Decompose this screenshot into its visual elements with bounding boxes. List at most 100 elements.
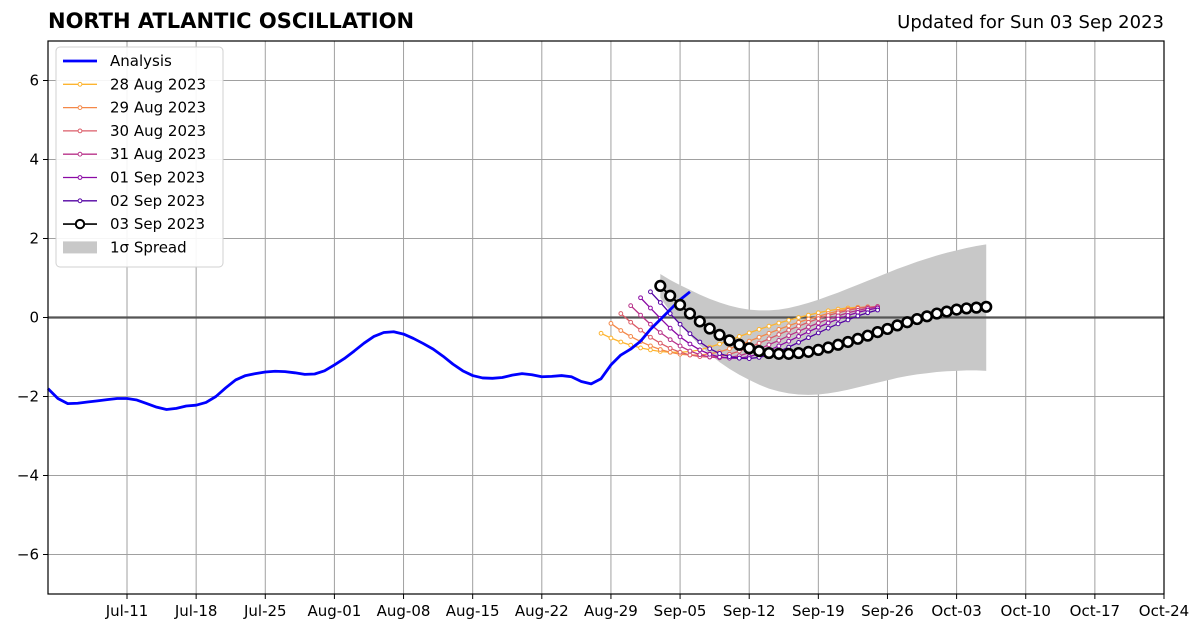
forecast-point — [648, 321, 653, 327]
forecast-point — [835, 316, 841, 322]
latest-point — [831, 338, 845, 351]
forecast-point — [667, 337, 673, 343]
latest-point — [683, 307, 697, 320]
forecast-point — [657, 330, 663, 335]
forecast-point — [766, 336, 772, 342]
forecast-point — [687, 348, 693, 354]
x-tick-label: Sep-19 — [792, 602, 845, 620]
forecast-point — [825, 316, 831, 322]
forecast-point — [786, 338, 792, 344]
forecast-point — [806, 335, 811, 341]
forecast-point — [677, 343, 683, 349]
forecast-point — [776, 326, 782, 332]
forecast-point — [628, 342, 634, 348]
forecast-point — [667, 325, 673, 331]
legend-entry: 30 Aug 2023 — [63, 122, 206, 140]
legend-marker — [77, 175, 83, 180]
forecast-point — [687, 352, 693, 358]
forecast-point — [796, 323, 801, 329]
legend-label: 02 Sep 2023 — [110, 192, 205, 210]
forecast-point — [815, 324, 821, 330]
forecast-point — [657, 300, 663, 305]
forecast-point — [667, 311, 673, 316]
forecast-point — [697, 339, 703, 345]
latest-point — [693, 315, 706, 328]
forecast-point — [815, 320, 821, 326]
forecast-point — [618, 339, 624, 345]
forecast-point — [648, 343, 653, 349]
latest-point — [733, 338, 746, 351]
forecast-point — [648, 334, 653, 340]
forecast-point — [825, 320, 831, 326]
legend-label: 28 Aug 2023 — [110, 75, 206, 93]
forecast-point — [875, 307, 880, 313]
legend-marker — [77, 81, 83, 87]
forecast-point — [628, 303, 634, 309]
latest-point — [851, 332, 864, 345]
legend-label: 29 Aug 2023 — [110, 99, 206, 117]
forecast-point — [697, 352, 703, 358]
forecast-point — [707, 351, 713, 357]
forecast-point — [796, 319, 801, 325]
forecast-point — [657, 347, 663, 352]
legend-swatch — [63, 241, 97, 254]
forecast-point — [776, 338, 782, 343]
forecast-point — [648, 289, 653, 295]
forecast-point — [687, 331, 693, 337]
latest-point — [920, 310, 934, 323]
x-tick-label: Aug-22 — [515, 602, 569, 620]
forecast-point — [825, 325, 831, 331]
x-tick-label: Aug-15 — [446, 602, 500, 620]
legend-label: 31 Aug 2023 — [110, 145, 206, 163]
x-tick-label: Oct-10 — [1001, 602, 1051, 620]
forecast-point — [657, 340, 663, 346]
forecast-point — [796, 328, 801, 334]
forecast-point — [845, 317, 851, 323]
y-tick-label: 2 — [29, 230, 39, 248]
latest-point — [772, 347, 785, 360]
latest-point — [723, 334, 736, 347]
forecast-point — [638, 345, 643, 351]
forecast-point — [608, 335, 614, 341]
latest-point — [881, 322, 894, 336]
latest-point — [703, 322, 716, 335]
legend-entry: 31 Aug 2023 — [63, 145, 206, 163]
forecast-point — [766, 323, 772, 329]
forecast-point — [648, 347, 653, 353]
legend-label: Analysis — [110, 52, 172, 70]
forecast-point — [845, 313, 851, 318]
forecast-point — [786, 317, 792, 323]
x-tick-label: Aug-29 — [584, 602, 638, 620]
latest-point — [901, 316, 914, 329]
forecast-point — [667, 349, 673, 355]
latest-point — [802, 345, 815, 358]
latest-point — [970, 301, 983, 314]
legend-entry: 1σ Spread — [63, 238, 187, 256]
forecast-point — [756, 334, 762, 340]
forecast-point — [618, 311, 624, 316]
forecast-point — [598, 330, 604, 336]
legend: Analysis 28 Aug 2023 29 Aug 2023 30 Aug 202… — [55, 46, 224, 268]
y-tick-label: 0 — [29, 309, 39, 327]
chart-subtitle: Updated for Sun 03 Sep 2023 — [897, 12, 1164, 33]
forecast-point — [806, 319, 811, 325]
forecast-point — [677, 349, 683, 355]
forecast-point — [628, 319, 634, 325]
forecast-point — [638, 327, 643, 333]
legend-entry: 29 Aug 2023 — [63, 99, 206, 117]
latest-point — [891, 319, 904, 332]
latest-point — [752, 344, 766, 358]
forecast-point — [638, 295, 643, 301]
forecast-point — [736, 334, 742, 339]
latest-point — [871, 326, 884, 339]
legend-label: 1σ Spread — [110, 238, 187, 256]
legend-marker — [77, 128, 83, 134]
legend-label: 30 Aug 2023 — [110, 122, 206, 140]
y-tick-label: −6 — [17, 546, 39, 564]
forecast-point — [667, 345, 673, 351]
y-tick-label: 4 — [29, 151, 39, 169]
legend-entry: 03 Sep 2023 — [63, 215, 205, 233]
latest-point — [910, 312, 924, 326]
forecast-point — [865, 310, 871, 316]
legend-entry: 02 Sep 2023 — [63, 192, 205, 210]
